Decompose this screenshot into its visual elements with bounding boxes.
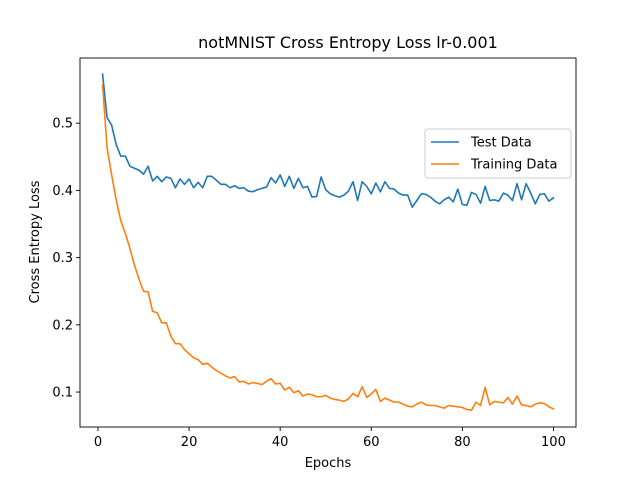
y-tick-label: 0.3 — [52, 251, 73, 266]
series-line-training-data — [101, 84, 555, 412]
x-tick-label: 60 — [363, 435, 380, 450]
x-tick-label: 20 — [181, 435, 198, 450]
x-tick-label: 40 — [272, 435, 289, 450]
y-axis-label: Cross Entropy Loss — [28, 180, 43, 303]
series-line-test-data — [101, 73, 555, 209]
legend-label-training-data: Training Data — [470, 158, 557, 173]
legend-box — [424, 128, 572, 179]
y-tick-label: 0.4 — [52, 184, 73, 199]
y-tick-label: 0.2 — [52, 318, 73, 333]
chart-title: notMNIST Cross Entropy Loss lr-0.001 — [198, 33, 498, 52]
axes-frame — [79, 57, 577, 428]
y-tick-label: 0.5 — [52, 117, 73, 132]
x-axis-label: Epochs — [305, 456, 352, 471]
plot-area: 0 20 40 60 80 100 0.1 0.2 0.3 0.4 0.5 Test Data Trai… — [52, 57, 577, 450]
x-tick-label: 80 — [454, 435, 471, 450]
legend-label-test-data: Test Data — [470, 136, 532, 151]
y-tick-label: 0.1 — [52, 386, 73, 401]
x-tick-label: 100 — [541, 435, 566, 450]
x-tick-label: 0 — [94, 435, 102, 450]
